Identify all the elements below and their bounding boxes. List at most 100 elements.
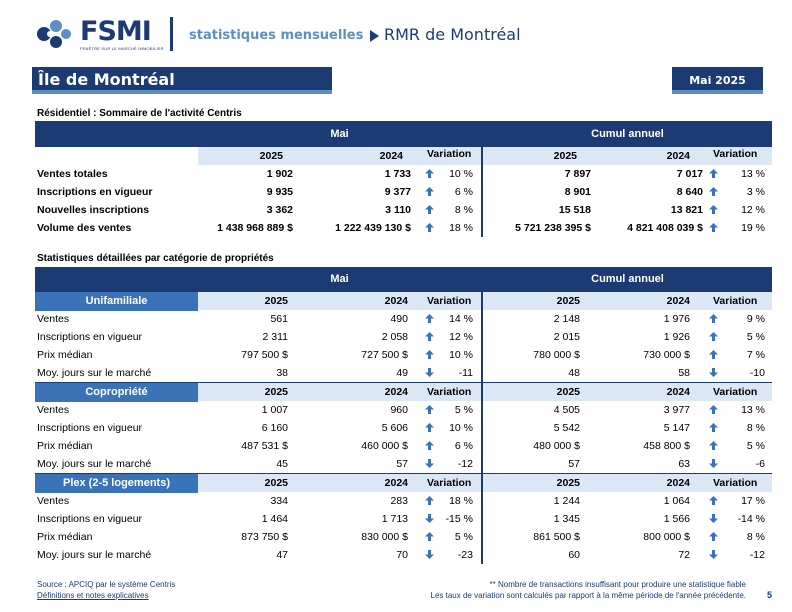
col-header-2025: 2025: [556, 295, 580, 307]
variation-cumul: 17 %: [741, 495, 765, 507]
category-header: Unifamiliale 2025 2024 Variation 2025 2024 Var…: [35, 291, 772, 311]
col-header-2024: 2024: [384, 295, 408, 307]
arrow-down-icon: [709, 459, 718, 468]
summary-rows: Ventes totales 1 902 1 733 10 % 7 897 7 017 13…: [35, 121, 772, 237]
arrow-up-icon: [425, 314, 434, 323]
summary-band-mai: Mai: [330, 128, 349, 140]
col-header-2025: 2025: [553, 150, 577, 162]
value-mai-2024: 727 500 $: [361, 349, 408, 361]
category-header: Plex (2-5 logements) 2025 2024 Variation 202…: [35, 473, 772, 493]
arrow-down-icon: [709, 368, 718, 377]
column-divider: [481, 121, 483, 237]
value-mai-2024: 1 733: [384, 168, 411, 180]
value-mai-2024: 460 000 $: [361, 440, 408, 452]
value-mai-2025: 47: [276, 549, 288, 561]
value-cumul-2024: 4 821 408 039 $: [627, 222, 703, 234]
value-cumul-2025: 15 518: [558, 204, 591, 216]
value-mai-2024: 283: [390, 495, 408, 507]
detail-row: Inscriptions en vigueur 2 311 2 058 12 % 2 0…: [35, 328, 772, 346]
value-cumul-2024: 1 976: [663, 313, 690, 325]
summary-header-bg-cumul: [483, 147, 772, 165]
value-cumul-2025: 8 901: [564, 186, 591, 198]
value-cumul-2024: 63: [678, 458, 690, 470]
value-mai-2025: 38: [276, 367, 288, 379]
variation-mai: 6 %: [454, 440, 473, 452]
summary-column-header: 2025 2024 Variation 2025 2024 Variation: [35, 147, 772, 165]
value-cumul-2025: 1 345: [553, 513, 580, 525]
value-cumul-2024: 8 640: [676, 186, 703, 198]
logo-divider: [169, 17, 173, 51]
arrow-up-icon: [709, 187, 718, 196]
header-region: RMR de Montréal: [384, 25, 521, 44]
variation-cumul: -14 %: [737, 513, 765, 525]
summary-band: Mai Cumul annuel: [35, 121, 772, 147]
category-label: Plex (2-5 logements): [35, 474, 198, 493]
detail-row: Ventes 1 007 960 5 % 4 505 3 977 13 %: [35, 401, 772, 419]
value-cumul-2024: 58: [678, 367, 690, 379]
month-badge: Mai 2025: [672, 67, 763, 94]
summary-row: Inscriptions en vigueur 9 935 9 377 6 % 8 90…: [35, 183, 772, 201]
col-header-2025: 2025: [556, 477, 580, 489]
value-cumul-2025: 1 244: [553, 495, 580, 507]
value-mai-2024: 70: [396, 549, 408, 561]
footnote-insufficient: ** Nombre de transactions insuffisant po…: [489, 580, 746, 589]
value-mai-2025: 45: [276, 458, 288, 470]
value-mai-2025: 334: [270, 495, 288, 507]
page-title: Île de Montréal: [32, 67, 332, 94]
variation-mai: 8 %: [454, 204, 473, 216]
variation-mai: 5 %: [454, 404, 473, 416]
col-header-2024: 2024: [379, 150, 403, 162]
column-divider: [481, 267, 483, 564]
value-mai-2024: 57: [396, 458, 408, 470]
footnote-variation: Les taux de variation sont calculés par …: [430, 591, 747, 600]
value-mai-2025: 1 902: [266, 168, 293, 180]
variation-mai: -11: [458, 367, 473, 379]
arrow-up-icon: [709, 205, 718, 214]
detail-table: Mai Cumul annuel Unifamiliale 2025 2024 Var…: [35, 267, 772, 564]
summary-section-title: Résidentiel : Sommaire de l'activité Cen…: [37, 108, 242, 119]
row-label: Ventes: [37, 313, 70, 325]
arrow-up-icon: [709, 314, 718, 323]
row-label: Prix médian: [37, 440, 93, 452]
variation-cumul: 9 %: [746, 313, 765, 325]
definitions-link[interactable]: Définitions et notes explicatives: [37, 591, 149, 600]
value-mai-2025: 3 362: [266, 204, 293, 216]
fsmi-logo[interactable]: FSMI FENÊTRE SUR LE MARCHÉ IMMOBILIER: [34, 14, 173, 54]
value-mai-2025: 1 007: [261, 404, 288, 416]
arrow-up-icon: [425, 205, 434, 214]
col-header-variation: Variation: [713, 477, 758, 489]
arrow-down-icon: [425, 368, 434, 377]
row-label: Moy. jours sur le marché: [37, 367, 152, 379]
page-number: 5: [767, 590, 773, 600]
col-header-2024: 2024: [666, 386, 690, 398]
col-header-variation: Variation: [427, 386, 472, 398]
arrow-up-icon: [425, 496, 434, 505]
col-header-2024: 2024: [666, 295, 690, 307]
value-mai-2024: 49: [396, 367, 408, 379]
col-header-variation: Variation: [427, 148, 472, 160]
variation-cumul: 19 %: [741, 222, 765, 234]
arrow-up-icon: [709, 532, 718, 541]
value-cumul-2024: 5 147: [663, 422, 690, 434]
detail-row: Prix médian 797 500 $ 727 500 $ 10 % 780 000…: [35, 346, 772, 364]
variation-cumul: 5 %: [746, 331, 765, 343]
variation-cumul: -10: [749, 367, 765, 379]
category-header: Copropriété 2025 2024 Variation 2025 2024 Vari…: [35, 382, 772, 402]
row-label: Ventes: [37, 404, 70, 416]
arrow-down-icon: [425, 459, 434, 468]
value-mai-2024: 5 606: [381, 422, 408, 434]
variation-mai: 18 %: [449, 222, 473, 234]
summary-row: Volume des ventes 1 438 968 889 $ 1 222 43…: [35, 219, 772, 237]
variation-cumul: 7 %: [746, 349, 765, 361]
value-mai-2024: 960: [390, 404, 408, 416]
value-cumul-2025: 48: [568, 367, 580, 379]
arrow-up-icon: [425, 187, 434, 196]
value-cumul-2024: 7 017: [676, 168, 703, 180]
category-label: Unifamiliale: [35, 292, 198, 311]
value-mai-2024: 490: [390, 313, 408, 325]
detail-band-mai: Mai: [330, 273, 349, 285]
value-cumul-2025: 5 542: [553, 422, 580, 434]
arrow-up-icon: [709, 423, 718, 432]
value-mai-2024: 2 058: [381, 331, 408, 343]
value-cumul-2025: 7 897: [564, 168, 591, 180]
